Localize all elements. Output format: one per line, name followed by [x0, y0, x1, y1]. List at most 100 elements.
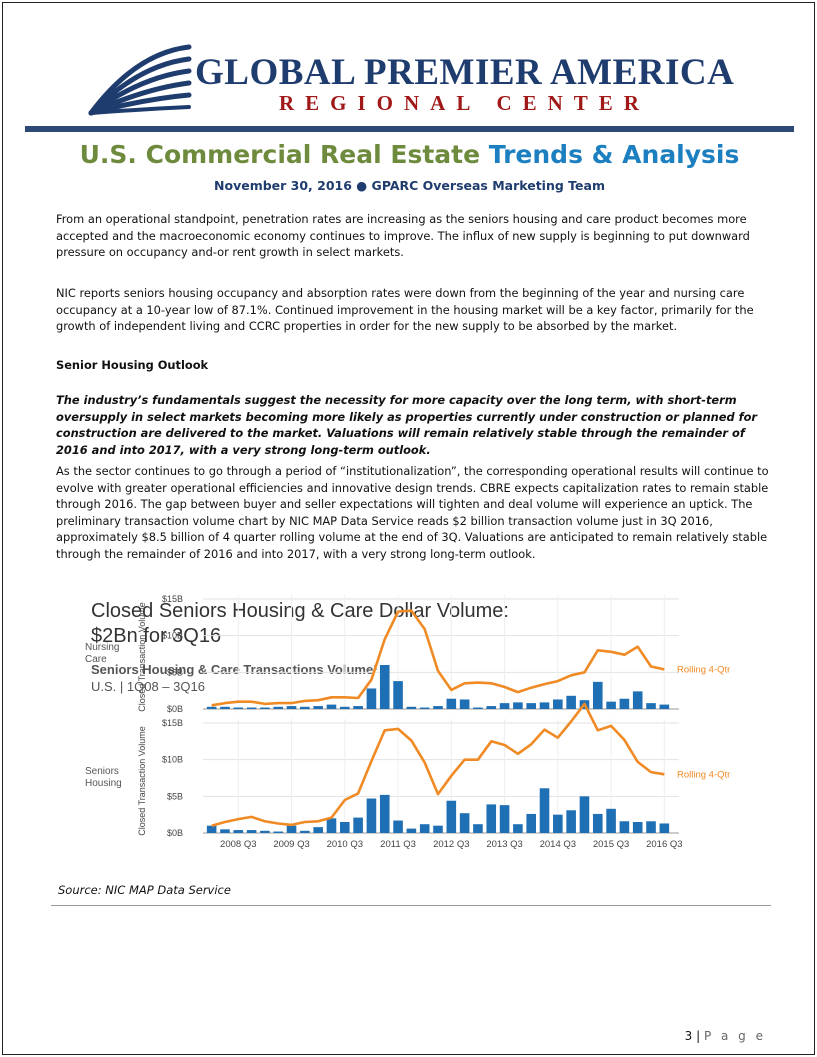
volume-bar: [606, 808, 616, 833]
volume-bar: [513, 702, 523, 709]
rolling-4qtr-line: [211, 609, 665, 707]
volume-bar: [300, 830, 310, 833]
volume-bar: [553, 699, 563, 709]
volume-bar: [300, 706, 310, 709]
volume-bar: [526, 703, 536, 709]
panel-name: Housing: [85, 778, 122, 789]
paragraph-1: From an operational standpoint, penetrat…: [56, 212, 750, 260]
volume-bar: [379, 794, 390, 833]
volume-bar: [286, 825, 297, 833]
volume-bar: [446, 698, 457, 709]
y-tick-label: $10B: [162, 755, 183, 765]
y-tick-label: $0B: [167, 828, 183, 838]
volume-bar: [406, 828, 417, 833]
volume-bar: [459, 813, 470, 833]
y-axis-label: Closed Transaction Volume: [137, 726, 147, 836]
paragraph-3-emphasis: The industry’s fundamentals suggest the …: [56, 393, 758, 457]
x-tick-label: 2010 Q3: [327, 839, 363, 850]
volume-bar: [233, 707, 244, 709]
page-subtitle: November 30, 2016 ● GPARC Overseas Marke…: [214, 178, 605, 193]
volume-bar: [566, 695, 576, 709]
volume-bar: [366, 688, 377, 709]
volume-bar: [353, 706, 363, 709]
volume-bar: [632, 691, 643, 709]
volume-bar: [606, 701, 616, 709]
header-rule: [25, 126, 794, 132]
x-tick-label: 2009 Q3: [273, 839, 309, 850]
volume-bar: [233, 830, 244, 833]
x-tick-label: 2016 Q3: [646, 839, 682, 850]
volume-bar: [260, 830, 270, 833]
volume-bar: [313, 706, 323, 709]
volume-bar: [220, 706, 230, 709]
title-part2: Trends & Analysis: [488, 140, 740, 169]
company-logo: GLOBAL PREMIER AMERICA REGIONAL CENTER: [81, 43, 741, 123]
volume-bar: [326, 818, 337, 833]
volume-bar: [499, 703, 510, 709]
volume-bar: [619, 698, 630, 709]
volume-bar: [539, 788, 550, 833]
chart-title-line2: $2Bn for 3Q16: [91, 625, 221, 647]
panel-name: Nursing: [85, 642, 119, 653]
volume-bar: [419, 707, 430, 709]
volume-bar: [473, 824, 483, 833]
page-title: U.S. Commercial Real Estate Trends & Ana…: [3, 140, 814, 169]
volume-bar: [486, 804, 497, 833]
volume-bar: [592, 813, 603, 833]
rolling-4qtr-line: [211, 702, 665, 827]
chart-title: Closed Seniors Housing & Care Dollar Vol…: [91, 600, 509, 622]
volume-bar: [406, 706, 417, 709]
volume-bar: [486, 706, 497, 709]
y-tick-label: $15B: [162, 594, 183, 604]
volume-bar: [433, 825, 443, 833]
volume-bar: [206, 706, 217, 709]
x-tick-label: 2015 Q3: [593, 839, 629, 850]
volume-bar: [579, 796, 590, 833]
x-tick-label: 2011 Q3: [380, 839, 416, 850]
volume-bar: [659, 823, 670, 833]
volume-bar: [340, 822, 350, 833]
volume-bar: [326, 704, 337, 709]
y-tick-label: $10B: [162, 631, 183, 641]
volume-bar: [246, 830, 257, 833]
volume-bar: [206, 825, 217, 833]
paragraph-4: As the sector continues to go through a …: [56, 464, 769, 561]
volume-bar: [246, 707, 257, 709]
page-word: P a g e: [703, 1029, 766, 1043]
y-tick-label: $5B: [167, 667, 183, 677]
volume-bar: [260, 707, 270, 709]
volume-bar: [393, 820, 403, 833]
volume-bar: [553, 814, 563, 833]
volume-bar: [379, 665, 390, 709]
volume-bar: [499, 805, 510, 833]
panel-name: Care: [85, 654, 107, 665]
volume-bar: [446, 800, 457, 833]
x-tick-label: 2012 Q3: [433, 839, 469, 850]
title-part1: U.S. Commercial Real Estate: [79, 140, 481, 169]
chart-subtitle: Seniors Housing & Care Transactions Volu…: [91, 662, 378, 677]
page-number: 3 | P a g e: [685, 1029, 766, 1043]
volume-bar: [619, 821, 630, 833]
volume-bar: [220, 829, 230, 833]
rolling-line-label: Rolling 4-Qtr: [677, 769, 730, 780]
volume-bar: [513, 824, 523, 833]
volume-bar: [459, 699, 470, 709]
logo-line2: REGIONAL CENTER: [279, 91, 650, 115]
x-tick-label: 2014 Q3: [540, 839, 576, 850]
logo-swoosh-icon: [88, 44, 192, 116]
footer-rule: [51, 905, 771, 906]
volume-bar: [659, 704, 670, 709]
volume-bar: [592, 681, 603, 709]
volume-bar: [286, 706, 297, 709]
y-tick-label: $15B: [162, 718, 183, 728]
y-tick-label: $0B: [167, 704, 183, 714]
chart-subtitle2: U.S. | 1Q08 – 3Q16: [91, 679, 205, 694]
volume-bar: [526, 813, 536, 833]
volume-bar: [273, 706, 284, 709]
y-tick-label: $5B: [167, 791, 183, 801]
panel-name: Seniors: [85, 766, 119, 777]
rolling-line-label: Rolling 4-Qtr: [677, 664, 730, 675]
x-tick-label: 2008 Q3: [220, 839, 256, 850]
volume-bar: [646, 703, 656, 709]
